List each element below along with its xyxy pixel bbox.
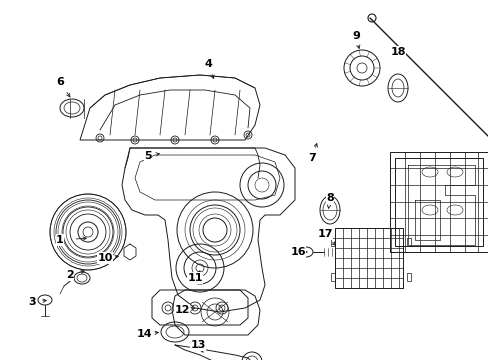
- Bar: [406, 238, 410, 246]
- Text: 18: 18: [389, 47, 405, 57]
- Text: 11: 11: [187, 273, 203, 283]
- Text: 10: 10: [97, 253, 112, 263]
- Text: 3: 3: [28, 297, 36, 307]
- Text: 13: 13: [190, 340, 205, 350]
- Text: 6: 6: [56, 77, 64, 87]
- Bar: [330, 273, 334, 281]
- Bar: [330, 238, 334, 246]
- Text: 16: 16: [289, 247, 305, 257]
- Text: 9: 9: [351, 31, 359, 41]
- Text: 4: 4: [203, 59, 211, 69]
- Text: 2: 2: [66, 270, 74, 280]
- Text: 5: 5: [144, 151, 151, 161]
- Bar: [334, 228, 402, 288]
- Text: 7: 7: [307, 153, 315, 163]
- Text: 12: 12: [174, 305, 189, 315]
- Text: 8: 8: [325, 193, 333, 203]
- Text: 14: 14: [137, 329, 153, 339]
- Text: 17: 17: [317, 229, 332, 239]
- Text: 1: 1: [56, 235, 64, 245]
- Bar: [406, 273, 410, 281]
